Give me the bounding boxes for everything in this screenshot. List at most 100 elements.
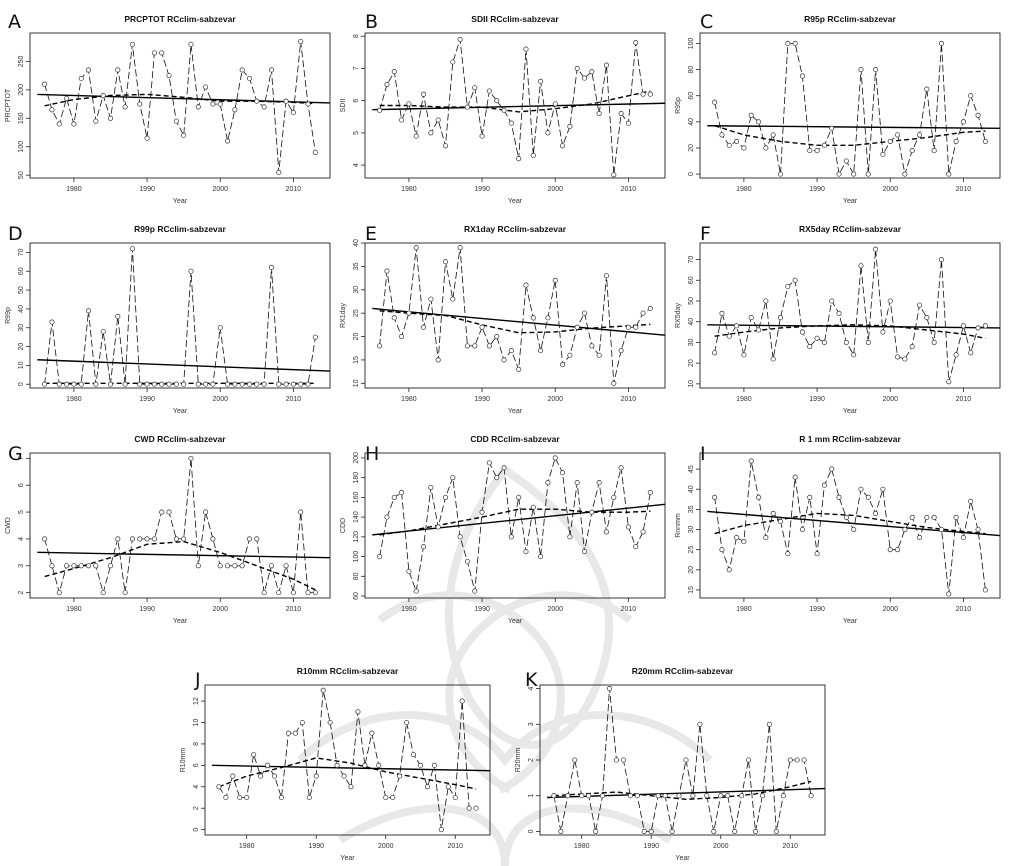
- y-tick-label: 20: [688, 566, 695, 574]
- data-point: [390, 794, 396, 801]
- data-point: [166, 73, 172, 79]
- y-tick-label: 20: [353, 333, 360, 341]
- loess-curve: [714, 512, 986, 535]
- data-point: [640, 310, 646, 316]
- data-point: [589, 69, 595, 75]
- data-point: [348, 784, 354, 790]
- x-tick-label: 1980: [239, 843, 255, 850]
- data-point: [217, 563, 223, 569]
- data-point: [734, 323, 740, 329]
- data-point: [719, 310, 725, 316]
- panel-title-e: RX1day RCclim-sabzevar: [464, 224, 567, 234]
- data-point: [479, 133, 485, 139]
- data-point: [946, 591, 952, 597]
- y-tick-label: 8: [193, 742, 200, 746]
- data-point: [777, 315, 784, 321]
- y-tick-label: 80: [353, 572, 360, 580]
- data-point: [821, 142, 827, 148]
- data-point: [452, 794, 458, 801]
- panel-letter-c: C: [700, 11, 713, 33]
- data-point: [122, 104, 128, 110]
- x-axis-label: Year: [675, 855, 690, 862]
- data-point: [210, 101, 216, 107]
- data-point: [268, 563, 275, 569]
- loess-curve: [714, 125, 986, 147]
- y-tick-label: 40: [688, 485, 695, 493]
- x-tick-label: 1980: [66, 396, 82, 403]
- data-point: [924, 514, 930, 520]
- data-point: [924, 86, 930, 92]
- data-point: [203, 84, 209, 90]
- data-point: [719, 547, 725, 553]
- y-tick-label: 4: [18, 537, 25, 541]
- x-tick-label: 1990: [474, 396, 490, 403]
- x-tick-label: 2000: [378, 843, 394, 850]
- data-point: [799, 526, 805, 533]
- data-point: [306, 794, 312, 801]
- loess-curve: [379, 508, 651, 536]
- data-point: [305, 101, 311, 107]
- y-axis-label: PRCPTOT: [5, 88, 12, 122]
- data-point: [137, 536, 143, 542]
- data-point: [596, 111, 602, 117]
- data-point: [64, 95, 70, 101]
- series-line: [379, 39, 651, 175]
- data-point: [334, 762, 340, 768]
- data-point: [457, 245, 463, 251]
- data-point: [85, 308, 92, 314]
- y-tick-label: 35: [688, 505, 695, 513]
- data-point: [574, 65, 580, 71]
- data-point: [516, 494, 522, 500]
- data-point: [909, 148, 915, 154]
- series-line: [44, 248, 316, 385]
- data-point: [953, 352, 959, 358]
- x-tick-label: 1990: [308, 843, 324, 850]
- x-tick-label: 1980: [736, 606, 752, 613]
- data-point: [741, 352, 747, 358]
- x-axis-label: Year: [843, 408, 858, 415]
- data-point: [494, 475, 500, 481]
- data-point: [473, 805, 479, 811]
- data-point: [726, 567, 732, 573]
- data-point: [305, 381, 311, 387]
- data-point: [93, 381, 99, 387]
- y-tick-label: 0: [193, 828, 200, 832]
- y-tick-label: 40: [688, 318, 695, 326]
- data-point: [151, 50, 157, 56]
- data-point: [486, 88, 492, 94]
- x-tick-label: 2000: [547, 396, 563, 403]
- y-tick-label: 70: [18, 248, 25, 256]
- x-tick-label: 1990: [474, 186, 490, 193]
- data-point: [618, 111, 624, 117]
- y-tick-label: 40: [353, 239, 360, 247]
- data-point: [603, 273, 610, 279]
- data-point: [799, 329, 805, 335]
- panel-letter-d: D: [8, 223, 23, 245]
- data-point: [464, 558, 470, 565]
- loess-curve: [379, 310, 651, 334]
- data-point: [538, 78, 544, 84]
- data-point: [902, 171, 908, 177]
- data-point: [327, 719, 333, 726]
- data-point: [567, 123, 573, 129]
- data-point: [239, 563, 245, 569]
- data-point: [283, 563, 289, 569]
- data-point: [801, 757, 807, 763]
- data-point: [362, 762, 368, 768]
- data-point: [552, 101, 558, 107]
- data-point: [739, 793, 745, 799]
- panels-container: A PRCPTOT RCclim-sabzevar5010015020025019…: [5, 11, 1001, 862]
- data-point: [181, 536, 187, 542]
- data-point: [195, 104, 201, 110]
- y-tick-label: 250: [18, 55, 25, 67]
- data-point: [718, 793, 724, 799]
- data-point: [225, 563, 231, 569]
- data-point: [558, 828, 564, 834]
- data-point: [968, 350, 974, 356]
- data-point: [589, 509, 595, 515]
- data-point: [895, 132, 901, 138]
- panel-title-h: CDD RCclim-sabzevar: [470, 434, 560, 444]
- data-point: [711, 828, 717, 834]
- data-point: [931, 148, 937, 154]
- data-point: [435, 117, 441, 123]
